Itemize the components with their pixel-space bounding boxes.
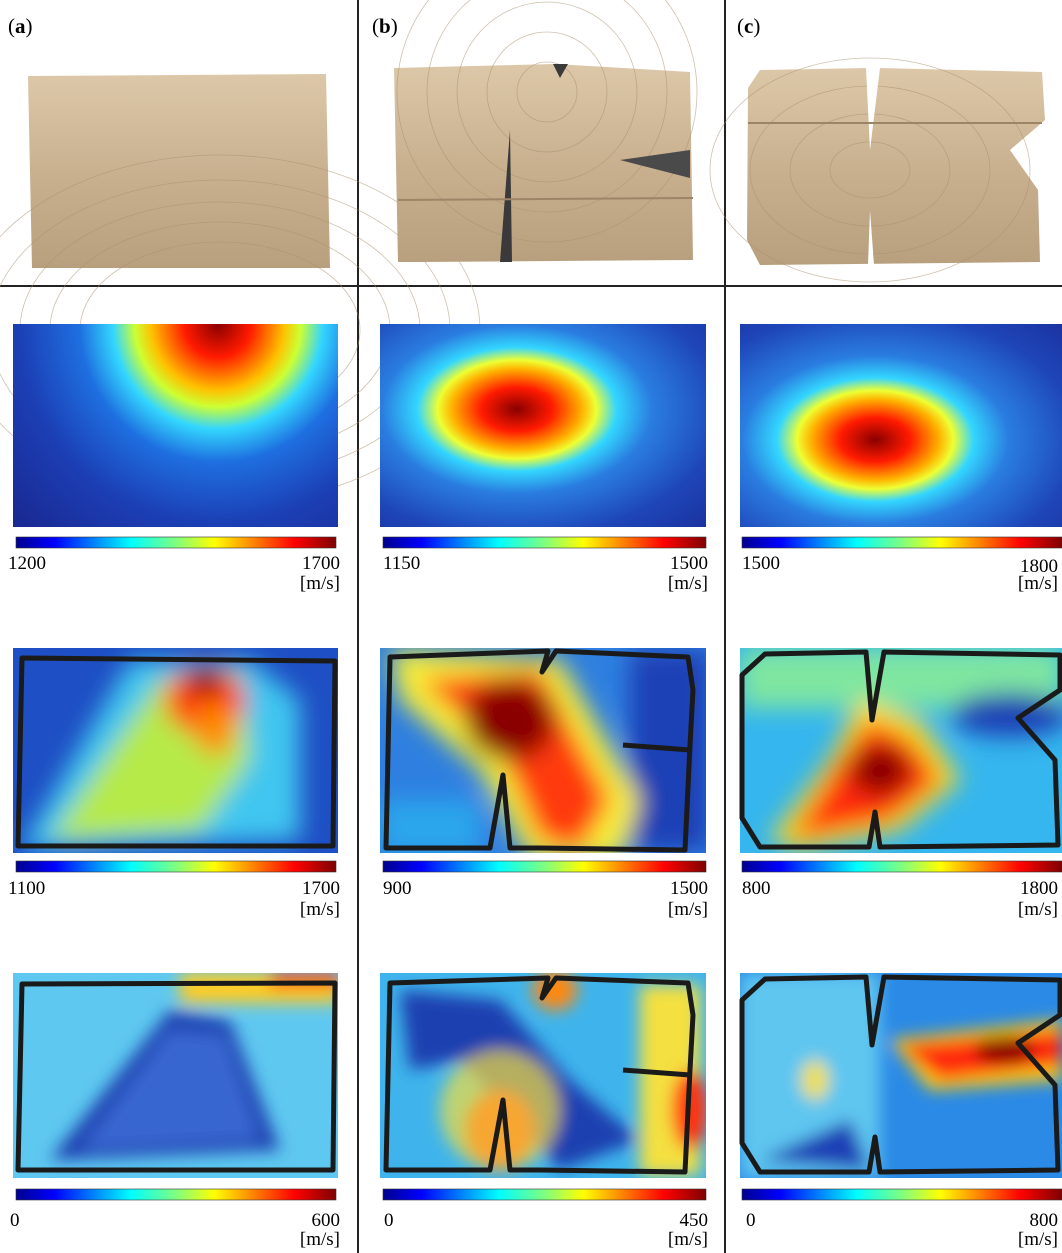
cross-section-outlines: [15, 648, 1062, 1175]
colorbar-b-difference: [382, 1188, 707, 1201]
colorbars: [15, 536, 1062, 1201]
colorbar-max-label: 1500: [670, 553, 708, 574]
colorbar-min-label: 0: [384, 1210, 394, 1231]
colorbar-unit-label: [m/s]: [299, 1229, 340, 1250]
colorbar-min-label: 0: [746, 1210, 756, 1231]
velocity-map-c-tomography: [740, 648, 1062, 853]
colorbar-unit-label: [m/s]: [667, 899, 708, 920]
colorbar-unit-label: [m/s]: [299, 899, 340, 920]
colorbar-min-label: 1150: [383, 553, 421, 574]
wood-photo-b: [394, 0, 698, 262]
panel-label-c: (c): [737, 14, 761, 38]
difference-map-a: [13, 973, 338, 1178]
colorbar-min-label: 900: [383, 878, 412, 899]
panel-label-a: (a): [8, 14, 33, 38]
velocity-map-a-tomography: [13, 648, 338, 853]
velocity-map-b-tomography: [380, 648, 706, 853]
colorbar-max-label: 1800: [1020, 878, 1058, 899]
wood-photo-c: [709, 57, 1045, 283]
colorbar-b-tomography: [382, 860, 707, 873]
colorbar-min-label: 1500: [742, 553, 780, 574]
colorbar-c-model: [741, 536, 1062, 549]
colorbar-max-label: 1500: [670, 878, 708, 899]
colorbar-max-label: 600: [311, 1210, 341, 1231]
colorbar-max-label: 1800: [1020, 556, 1058, 577]
panel-label-b: (b): [372, 14, 398, 38]
colorbar-a-model: [15, 536, 337, 549]
colorbar-max-label: 800: [1029, 1210, 1059, 1231]
colorbar-max-label: 450: [679, 1210, 709, 1231]
colorbar-unit-label: [m/s]: [1017, 899, 1058, 920]
colorbar-min-label: 1200: [8, 553, 46, 574]
colorbar-c-difference: [741, 1188, 1062, 1201]
colorbar-b-model: [382, 536, 707, 549]
colorbar-max-label: 1700: [302, 553, 340, 574]
colorbar-unit-label: [m/s]: [1017, 1229, 1058, 1250]
colorbar-min-label: 0: [10, 1210, 20, 1231]
velocity-map-a-model: [13, 324, 338, 527]
column-divider: [357, 0, 359, 1253]
colorbar-unit-label: [m/s]: [667, 573, 708, 594]
colorbar-min-label: 800: [742, 878, 771, 899]
colorbar-a-difference: [15, 1188, 337, 1201]
velocity-map-c-model: [740, 324, 1062, 527]
difference-map-c: [740, 973, 1062, 1178]
column-divider: [724, 0, 726, 1253]
colorbar-c-tomography: [741, 860, 1062, 873]
colorbar-max-label: 1700: [302, 878, 340, 899]
colorbar-a-tomography: [15, 860, 337, 873]
colorbar-unit-label: [m/s]: [299, 573, 340, 594]
row-divider: [0, 285, 1062, 287]
velocity-map-b-model: [380, 324, 706, 527]
colorbar-unit-label: [m/s]: [1017, 573, 1058, 594]
colorbar-unit-label: [m/s]: [667, 1229, 708, 1250]
colorbar-min-label: 1100: [8, 878, 46, 899]
